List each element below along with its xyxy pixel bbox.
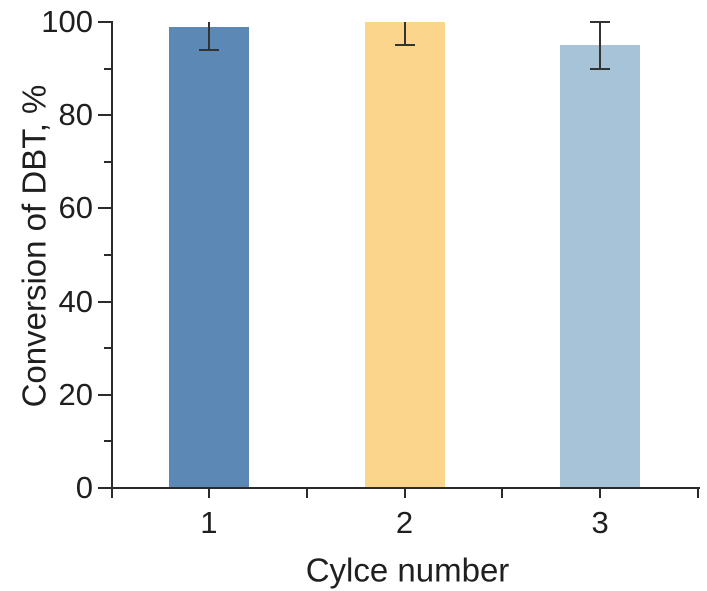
- x-boundary-tick: [305, 489, 308, 498]
- y-tick-label: 0: [75, 469, 93, 505]
- x-boundary-tick: [111, 489, 113, 498]
- x-boundary-tick: [697, 489, 699, 498]
- y-minor-tick: [104, 440, 111, 443]
- y-minor-tick: [104, 67, 111, 70]
- error-bar-line: [599, 22, 602, 69]
- x-major-tick: [207, 489, 210, 498]
- y-tick-label: 100: [41, 3, 93, 39]
- y-minor-tick: [104, 160, 111, 163]
- y-major-tick: [98, 300, 111, 303]
- y-minor-tick: [104, 347, 111, 350]
- x-tick-label: 3: [591, 505, 609, 540]
- error-bar-line: [207, 22, 210, 50]
- y-major-tick: [98, 21, 111, 23]
- x-axis-line: [111, 487, 700, 489]
- y-tick-label: 40: [58, 283, 93, 319]
- y-major-tick: [98, 207, 111, 210]
- x-major-tick: [403, 489, 406, 498]
- bar: [560, 45, 641, 488]
- y-major-tick: [98, 487, 111, 489]
- error-bar-cap: [590, 21, 611, 23]
- error-bar-cap: [198, 48, 219, 51]
- error-bar-line: [403, 22, 406, 46]
- bar: [364, 22, 445, 488]
- y-axis-title: Conversion of DBT, %: [15, 84, 53, 408]
- y-major-tick: [98, 114, 111, 117]
- y-major-tick: [98, 393, 111, 396]
- x-boundary-tick: [501, 489, 504, 498]
- y-axis-line: [111, 21, 113, 490]
- x-axis-title: Cylce number: [305, 551, 510, 589]
- error-bar-cap: [394, 44, 415, 47]
- bar: [168, 26, 249, 488]
- y-tick-label: 20: [58, 376, 93, 412]
- y-tick-label: 60: [58, 190, 93, 226]
- error-bar-cap: [590, 67, 611, 70]
- y-tick-label: 80: [58, 97, 93, 133]
- x-tick-label: 2: [395, 505, 414, 540]
- y-minor-tick: [104, 254, 111, 256]
- x-tick-label: 1: [200, 505, 218, 540]
- x-major-tick: [599, 489, 602, 498]
